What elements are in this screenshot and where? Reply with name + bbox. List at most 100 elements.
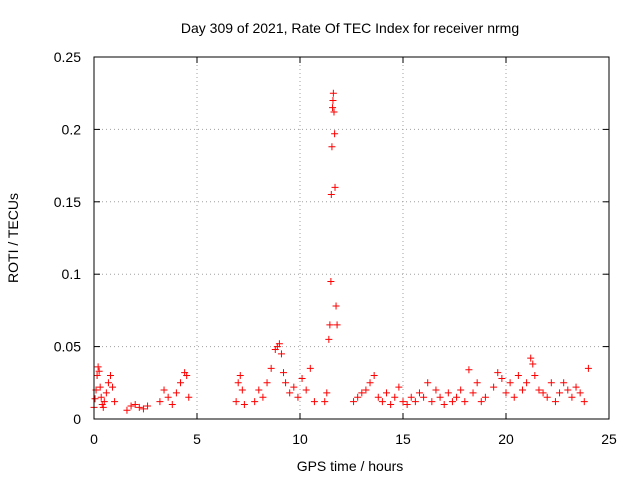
data-point — [302, 386, 310, 394]
data-point — [448, 398, 456, 406]
data-point — [139, 405, 147, 413]
data-point — [310, 398, 318, 406]
data-point — [556, 389, 564, 397]
data-point — [580, 398, 588, 406]
data-points — [90, 89, 592, 414]
data-point — [263, 379, 271, 387]
data-point — [164, 393, 172, 401]
data-point — [183, 372, 191, 380]
x-tick-label: 10 — [292, 431, 308, 447]
data-point — [576, 389, 584, 397]
data-point — [131, 401, 139, 409]
data-point — [286, 389, 294, 397]
x-tick-label: 25 — [601, 431, 617, 447]
data-point — [294, 393, 302, 401]
data-point — [490, 383, 498, 391]
data-point — [436, 393, 444, 401]
data-point — [383, 389, 391, 397]
data-point — [238, 386, 246, 394]
data-point — [564, 386, 572, 394]
data-point — [306, 364, 314, 372]
data-point — [99, 403, 107, 411]
data-point — [510, 393, 518, 401]
data-point — [551, 398, 559, 406]
data-point — [366, 379, 374, 387]
y-tick-label: 0.15 — [54, 194, 81, 210]
data-point — [428, 398, 436, 406]
data-point — [391, 393, 399, 401]
plot-frame — [93, 56, 610, 420]
x-tick-label: 15 — [395, 431, 411, 447]
data-point — [298, 374, 306, 382]
data-point — [529, 360, 537, 368]
data-point — [473, 379, 481, 387]
data-point — [106, 372, 114, 380]
data-point — [332, 302, 340, 310]
y-tick-label: 0.25 — [54, 49, 81, 65]
data-point — [255, 386, 263, 394]
data-point — [123, 406, 131, 414]
data-point — [97, 393, 105, 401]
data-point — [453, 393, 461, 401]
data-point — [543, 393, 551, 401]
data-point — [156, 398, 164, 406]
data-point — [329, 89, 337, 97]
y-tick-label: 0.1 — [62, 266, 82, 282]
data-point — [100, 398, 108, 406]
data-point — [494, 369, 502, 377]
data-point — [109, 383, 117, 391]
data-point — [568, 393, 576, 401]
data-point — [259, 393, 267, 401]
data-point — [282, 379, 290, 387]
data-point — [370, 372, 378, 380]
data-point — [234, 379, 242, 387]
data-point — [469, 389, 477, 397]
data-point — [251, 398, 259, 406]
data-point — [403, 401, 411, 409]
data-point — [326, 321, 334, 329]
y-tick-label: 0.05 — [54, 339, 81, 355]
data-point — [358, 389, 366, 397]
data-point — [518, 386, 526, 394]
data-point — [275, 340, 283, 348]
data-point — [327, 277, 335, 285]
data-point — [444, 389, 452, 397]
data-point — [399, 398, 407, 406]
data-point — [584, 364, 592, 372]
data-point — [329, 104, 337, 112]
data-point — [321, 398, 329, 406]
data-point — [331, 130, 339, 138]
data-point — [96, 383, 104, 391]
data-point — [527, 354, 535, 362]
data-point — [333, 321, 341, 329]
data-point — [172, 389, 180, 397]
data-point — [236, 372, 244, 380]
data-point — [168, 401, 176, 409]
data-point — [277, 350, 285, 358]
data-point — [93, 372, 101, 380]
data-point — [290, 383, 298, 391]
y-tick-label: 0 — [73, 411, 81, 427]
data-point — [325, 335, 333, 343]
data-point — [514, 372, 522, 380]
chart-title: Day 309 of 2021, Rate Of TEC Index for r… — [181, 20, 519, 36]
data-point — [104, 379, 112, 387]
data-point — [95, 367, 103, 375]
data-point — [327, 191, 335, 199]
data-point — [330, 108, 338, 116]
data-point — [374, 393, 382, 401]
data-point — [135, 403, 143, 411]
data-point — [91, 395, 99, 403]
data-point — [465, 366, 473, 374]
data-point — [539, 389, 547, 397]
data-point — [240, 401, 248, 409]
data-point — [440, 401, 448, 409]
x-axis-label: GPS time / hours — [297, 458, 404, 474]
data-point — [572, 383, 580, 391]
data-point — [350, 398, 358, 406]
data-point — [160, 386, 168, 394]
data-point — [387, 401, 395, 409]
data-point — [323, 389, 331, 397]
data-point — [411, 398, 419, 406]
